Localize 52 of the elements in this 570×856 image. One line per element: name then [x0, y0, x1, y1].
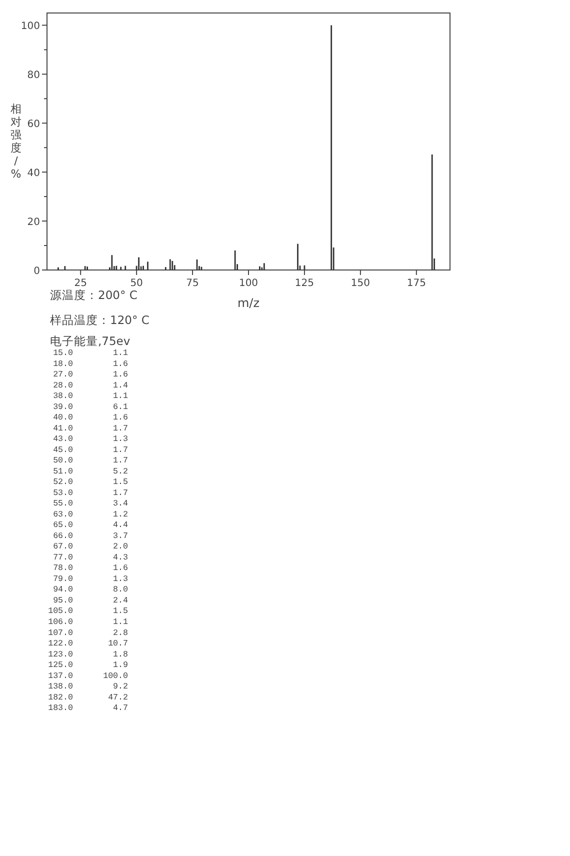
text: 52.0 1.5	[53, 478, 128, 488]
x-tick-label: 150	[350, 278, 370, 289]
text: 41.0 1.7	[53, 424, 128, 434]
text: 27.0 1.6	[53, 370, 128, 380]
text: 65.0 4.4	[53, 521, 128, 530]
text: 122.0 10.7	[48, 640, 128, 649]
text: 78.0 1.6	[53, 564, 128, 574]
text: 77.0 4.3	[53, 553, 128, 562]
text: 95.0 2.4	[53, 596, 128, 606]
x-axis-title: m/z	[237, 296, 260, 310]
text: 67.0 2.0	[53, 542, 128, 552]
text: 样品温度：120° C	[50, 313, 150, 327]
x-tick-label: 175	[406, 278, 426, 289]
text: 40.0 1.6	[53, 414, 128, 423]
y-tick-label: 80	[27, 70, 40, 82]
text: 107.0 2.8	[48, 628, 128, 638]
text: 138.0 9.2	[48, 682, 128, 692]
text: 51.0 5.2	[53, 467, 128, 476]
text: 182.0 47.2	[48, 693, 128, 702]
text: 123.0 1.8	[48, 650, 128, 660]
x-tick-label: 100	[238, 278, 258, 289]
text: 50.0 1.7	[53, 456, 128, 466]
y-tick-label: 40	[27, 168, 40, 180]
text: 125.0 1.9	[48, 661, 128, 670]
text: 55.0 3.4	[53, 500, 128, 509]
text: 18.0 1.6	[53, 360, 128, 369]
x-tick-label: 25	[74, 278, 87, 289]
text: 电子能量,75ev	[50, 334, 130, 348]
y-tick-label: 100	[20, 21, 40, 32]
text: 15.0 1.1	[53, 349, 128, 358]
text: 105.0 1.5	[48, 607, 128, 616]
y-axis-title: 相对强度/%	[10, 102, 22, 180]
y-tick-label: 20	[27, 217, 40, 228]
text: 106.0 1.1	[48, 618, 128, 627]
text: 源温度：200° C	[50, 288, 138, 302]
x-tick-label: 50	[130, 278, 143, 289]
text: 79.0 1.3	[53, 574, 128, 584]
text: 38.0 1.1	[53, 392, 128, 402]
y-tick-label: 60	[27, 119, 40, 130]
text: 53.0 1.7	[53, 488, 128, 498]
text: 45.0 1.7	[53, 446, 128, 455]
text: 137.0 100.0	[48, 672, 128, 681]
x-tick-label: 75	[186, 278, 199, 289]
text: 63.0 1.2	[53, 510, 128, 520]
text: 66.0 3.7	[53, 532, 128, 541]
text: 183.0 4.7	[48, 704, 128, 714]
text: 94.0 8.0	[53, 586, 128, 595]
text: 28.0 1.4	[53, 381, 128, 390]
x-tick-label: 125	[294, 278, 314, 289]
text: 43.0 1.3	[53, 435, 128, 444]
text: 39.0 6.1	[53, 402, 128, 412]
y-tick-label: 0	[34, 266, 40, 277]
